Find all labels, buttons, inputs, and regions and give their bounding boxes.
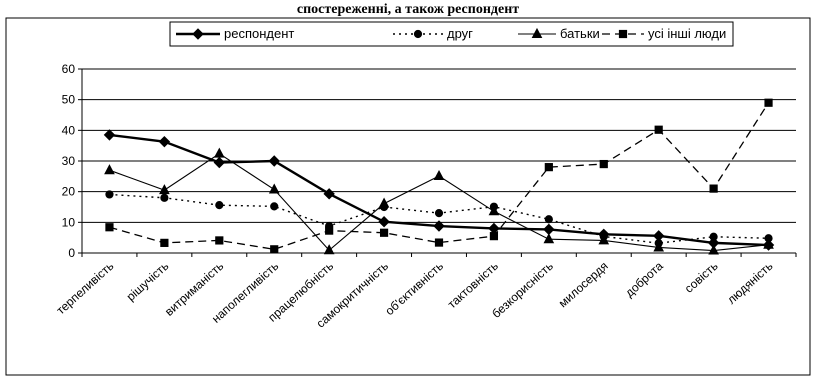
data-point bbox=[708, 244, 719, 255]
data-point bbox=[433, 220, 445, 232]
data-point bbox=[378, 216, 390, 228]
data-point bbox=[543, 223, 555, 236]
chart-border bbox=[5, 17, 811, 376]
legend-marker bbox=[618, 29, 628, 39]
data-point bbox=[488, 205, 500, 216]
legend-label: батьки bbox=[560, 26, 600, 41]
series-line bbox=[109, 193, 769, 244]
series-2 bbox=[104, 147, 774, 255]
data-point bbox=[105, 190, 114, 199]
y-tick-label: 30 bbox=[62, 154, 76, 168]
legend-marker bbox=[531, 27, 543, 38]
y-tick-label: 0 bbox=[68, 246, 75, 260]
series-line bbox=[109, 152, 769, 252]
x-tick-labels: терпеливість рішучістьвитриманістьнаполег… bbox=[54, 259, 776, 331]
series-layer bbox=[103, 98, 775, 255]
x-tick-label: об'єктивність bbox=[382, 259, 446, 318]
data-point bbox=[653, 241, 665, 252]
legend-box bbox=[169, 21, 734, 47]
legend-label: респондент bbox=[224, 26, 294, 41]
y-tick-label: 20 bbox=[62, 185, 76, 199]
data-point bbox=[213, 147, 225, 158]
y-tick-label: 40 bbox=[62, 123, 76, 137]
legend-label: усі інші люди bbox=[648, 26, 726, 41]
page-title-partial: спостереженні, а також респондент bbox=[297, 2, 519, 17]
y-tick-label: 10 bbox=[62, 215, 76, 229]
data-point bbox=[709, 184, 718, 193]
series-0 bbox=[103, 129, 775, 251]
data-point bbox=[434, 238, 444, 247]
legend-marker bbox=[192, 28, 204, 40]
x-tick-label: милосердя bbox=[556, 259, 611, 310]
data-point bbox=[379, 228, 389, 237]
data-point bbox=[160, 193, 169, 202]
data-point bbox=[270, 245, 279, 254]
data-point bbox=[323, 244, 335, 255]
data-point bbox=[325, 226, 334, 235]
data-point bbox=[105, 223, 114, 232]
data-point bbox=[323, 188, 335, 200]
data-point bbox=[489, 232, 499, 241]
data-point bbox=[544, 215, 553, 224]
data-point bbox=[544, 163, 553, 172]
legend-label: друг bbox=[447, 26, 473, 41]
y-tick-label: 60 bbox=[62, 62, 76, 76]
data-point bbox=[268, 155, 280, 167]
x-tick-label: совість bbox=[682, 259, 721, 296]
data-point bbox=[103, 129, 116, 141]
data-point bbox=[158, 135, 171, 148]
data-point bbox=[599, 159, 608, 169]
data-point bbox=[598, 234, 610, 245]
data-point bbox=[213, 156, 226, 169]
x-tick-label: тактовність bbox=[445, 259, 501, 311]
data-point bbox=[378, 197, 390, 208]
axes bbox=[78, 68, 797, 257]
series-3 bbox=[105, 98, 773, 254]
x-tick-label: рішучість bbox=[124, 259, 172, 304]
legend-marker bbox=[413, 29, 423, 39]
data-point bbox=[215, 201, 224, 210]
data-point bbox=[433, 169, 445, 181]
data-point bbox=[764, 98, 773, 107]
legend: респондент друг батьки усі інші люди bbox=[169, 21, 734, 47]
data-point bbox=[654, 125, 663, 134]
data-point bbox=[160, 238, 169, 247]
data-point bbox=[709, 232, 718, 241]
data-point bbox=[270, 202, 279, 211]
x-tick-label: людяність bbox=[724, 259, 775, 307]
data-point bbox=[543, 233, 555, 244]
y-tick-label: 50 bbox=[62, 93, 76, 107]
data-point bbox=[104, 164, 115, 175]
y-tick-labels: 0 10 20 30 40 50 60 bbox=[62, 62, 76, 260]
data-point bbox=[763, 238, 774, 249]
data-point bbox=[268, 183, 280, 194]
x-tick-label: терпеливість bbox=[54, 259, 117, 318]
data-point bbox=[159, 184, 170, 195]
gridlines bbox=[82, 68, 796, 223]
data-point bbox=[434, 209, 444, 218]
data-point bbox=[215, 236, 224, 245]
x-tick-label: доброта bbox=[622, 259, 666, 300]
